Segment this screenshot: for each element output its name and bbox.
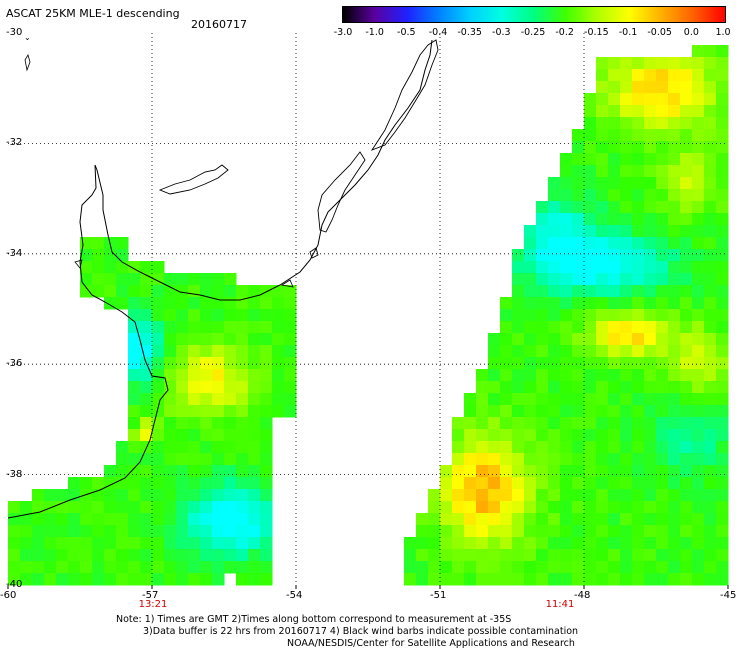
note-line-3: NOAA/NESDIS/Center for Satellite Applica…	[287, 638, 575, 649]
colorbar-tick-label: -3.0	[333, 27, 353, 38]
colorbar-tick-label: -0.1	[618, 27, 638, 38]
longitude-label: -48	[574, 590, 591, 601]
map-date: 20160717	[191, 18, 247, 31]
latitude-label: -36	[6, 358, 23, 370]
latitude-label: -32	[6, 137, 23, 149]
colorbar-tick-label: 1.0	[715, 27, 731, 38]
right-swath-time: 11:41	[545, 599, 575, 610]
colorbar-tick-label: -0.3	[492, 27, 511, 38]
colorbar-tick-label: 0.0	[683, 27, 699, 38]
wind-swath-cells	[8, 45, 729, 586]
left-swath-time: 13:21	[138, 599, 168, 610]
colorbar-tick-label: -0.05	[647, 27, 672, 38]
longitude-label: -51	[430, 590, 447, 601]
colorbar-tick-label: -0.4	[428, 27, 448, 38]
colorbar-tick-label: -0.35	[457, 27, 482, 38]
axis-ticks	[7, 585, 729, 589]
colorbar-tick-label: -0.2	[555, 27, 574, 38]
colorbar-tick-label: -0.5	[397, 27, 416, 38]
latitude-label: -38	[6, 468, 23, 480]
longitude-label: -45	[720, 590, 737, 601]
coastline	[7, 39, 433, 519]
latitude-label: -40	[6, 579, 23, 590]
station-marker: ⌄	[24, 33, 31, 42]
note-line-1: Note: 1) Times are GMT 2)Times along bot…	[116, 614, 512, 625]
note-line-2: 3)Data buffer is 22 hrs from 20160717 4)…	[143, 626, 579, 637]
river-outline	[24, 54, 294, 288]
map-title: ASCAT 25KM MLE-1 descending	[6, 7, 180, 20]
colorbar-tick-label: -0.15	[584, 27, 609, 38]
lat-lon-grid	[8, 33, 728, 585]
colorbar-tick-label: -0.25	[520, 27, 546, 38]
lagoon-outline	[158, 39, 439, 259]
colorbar-tick-label: -1.0	[365, 27, 384, 38]
longitude-label: -60	[0, 590, 17, 601]
colorbar	[342, 6, 726, 23]
latitude-label: -30	[6, 27, 23, 38]
latitude-label: -34	[6, 247, 23, 259]
longitude-label: -57	[142, 590, 159, 601]
longitude-label: -54	[286, 590, 303, 601]
